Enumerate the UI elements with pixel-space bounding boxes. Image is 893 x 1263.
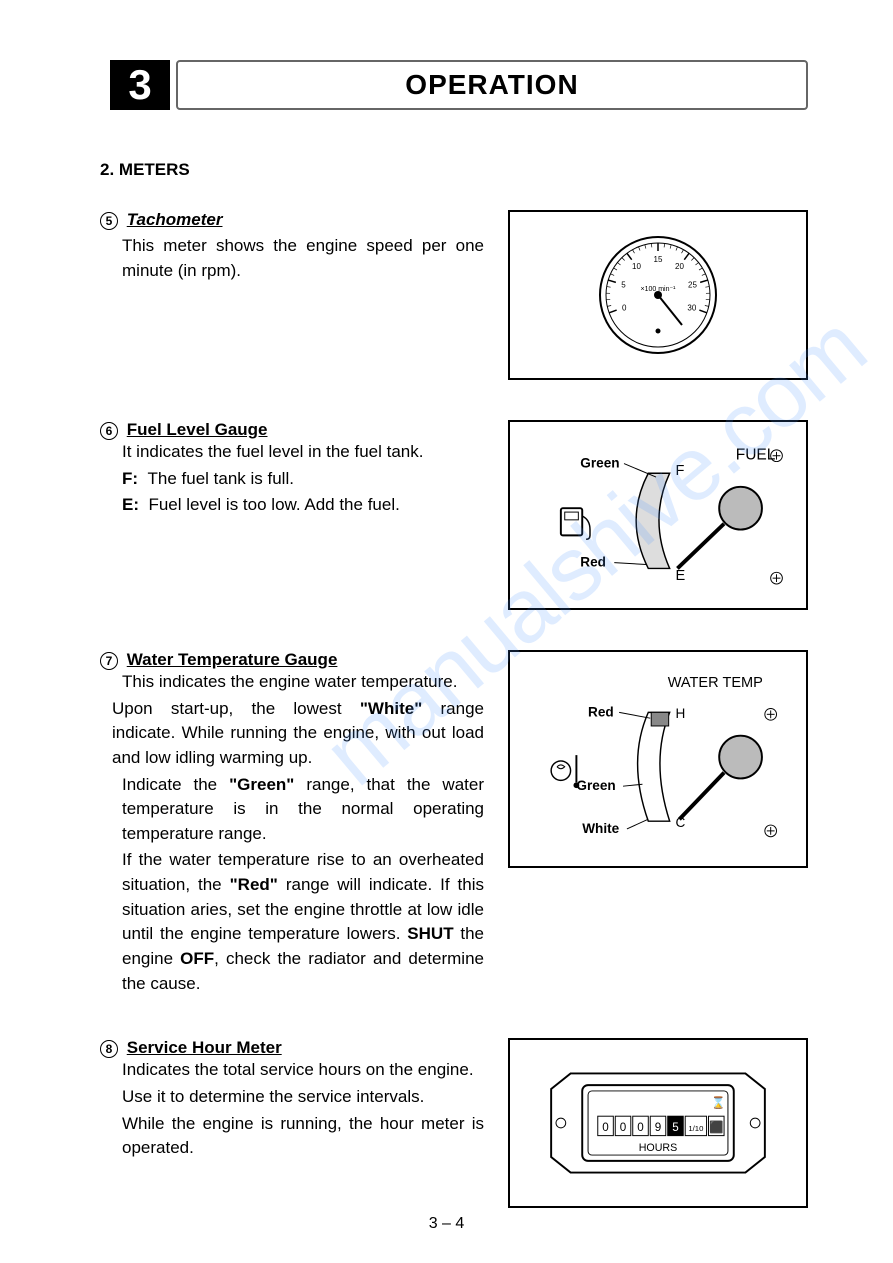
item-number-5: 5 [100,212,118,230]
item-title-service-hour: Service Hour Meter [127,1038,282,1057]
svg-text:25: 25 [688,281,697,290]
svg-text:White: White [582,821,619,836]
item-number-6: 6 [100,422,118,440]
svg-text:0: 0 [602,1121,609,1134]
svg-text:1/10: 1/10 [688,1124,704,1133]
figure-water-temp: WATER TEMP H C Red Green White [508,650,808,868]
svg-text:E: E [675,568,685,584]
tachometer-body: This meter shows the engine speed per on… [122,234,484,283]
svg-text:5: 5 [621,281,626,290]
svg-text:10: 10 [632,262,641,271]
svg-text:Green: Green [576,778,615,793]
svg-text:Red: Red [588,704,614,719]
svg-text:0: 0 [620,1121,627,1134]
svg-text:H: H [675,706,685,721]
figure-tachometer: 051015202530 ×100 min⁻¹ [508,210,808,380]
fuel-intro: It indicates the fuel level in the fuel … [122,440,484,465]
item-number-7: 7 [100,652,118,670]
item-water-temp: 7 Water Temperature Gauge This indicates… [100,650,808,998]
svg-text:Green: Green [580,455,619,470]
section-heading: 2. METERS [100,160,808,180]
svg-text:0: 0 [637,1121,644,1134]
chapter-title: OPERATION [176,60,808,110]
svg-text:0: 0 [622,303,627,312]
svg-text:⌛: ⌛ [711,1096,726,1110]
svg-text:WATER TEMP: WATER TEMP [668,675,763,691]
item-title-water: Water Temperature Gauge [127,650,338,669]
svg-text:⬛: ⬛ [709,1120,724,1134]
item-fuel-gauge: 6 Fuel Level Gauge It indicates the fuel… [100,420,808,610]
svg-text:HOURS: HOURS [639,1142,678,1154]
figure-fuel: FUEL F E Green Red [508,420,808,610]
item-title-tachometer: Tachometer [127,210,223,230]
svg-text:FUEL: FUEL [736,447,776,464]
item-tachometer: 5 Tachometer This meter shows the engine… [100,210,808,380]
item-service-hour: 8 Service Hour Meter Indicates the total… [100,1038,808,1208]
item-number-8: 8 [100,1040,118,1058]
figure-hour-meter: ⌛ 000951/10⬛ HOURS [508,1038,808,1208]
svg-text:F: F [675,463,684,479]
svg-text:5: 5 [672,1121,678,1134]
svg-text:20: 20 [675,262,684,271]
svg-text:Red: Red [580,554,606,569]
item-title-fuel: Fuel Level Gauge [127,420,268,439]
page-number: 3 – 4 [0,1215,893,1233]
svg-text:15: 15 [654,255,663,264]
svg-text:9: 9 [655,1121,661,1134]
chapter-number-badge: 3 [110,60,170,110]
chapter-header: 3 OPERATION [100,60,808,110]
svg-text:30: 30 [687,303,696,312]
